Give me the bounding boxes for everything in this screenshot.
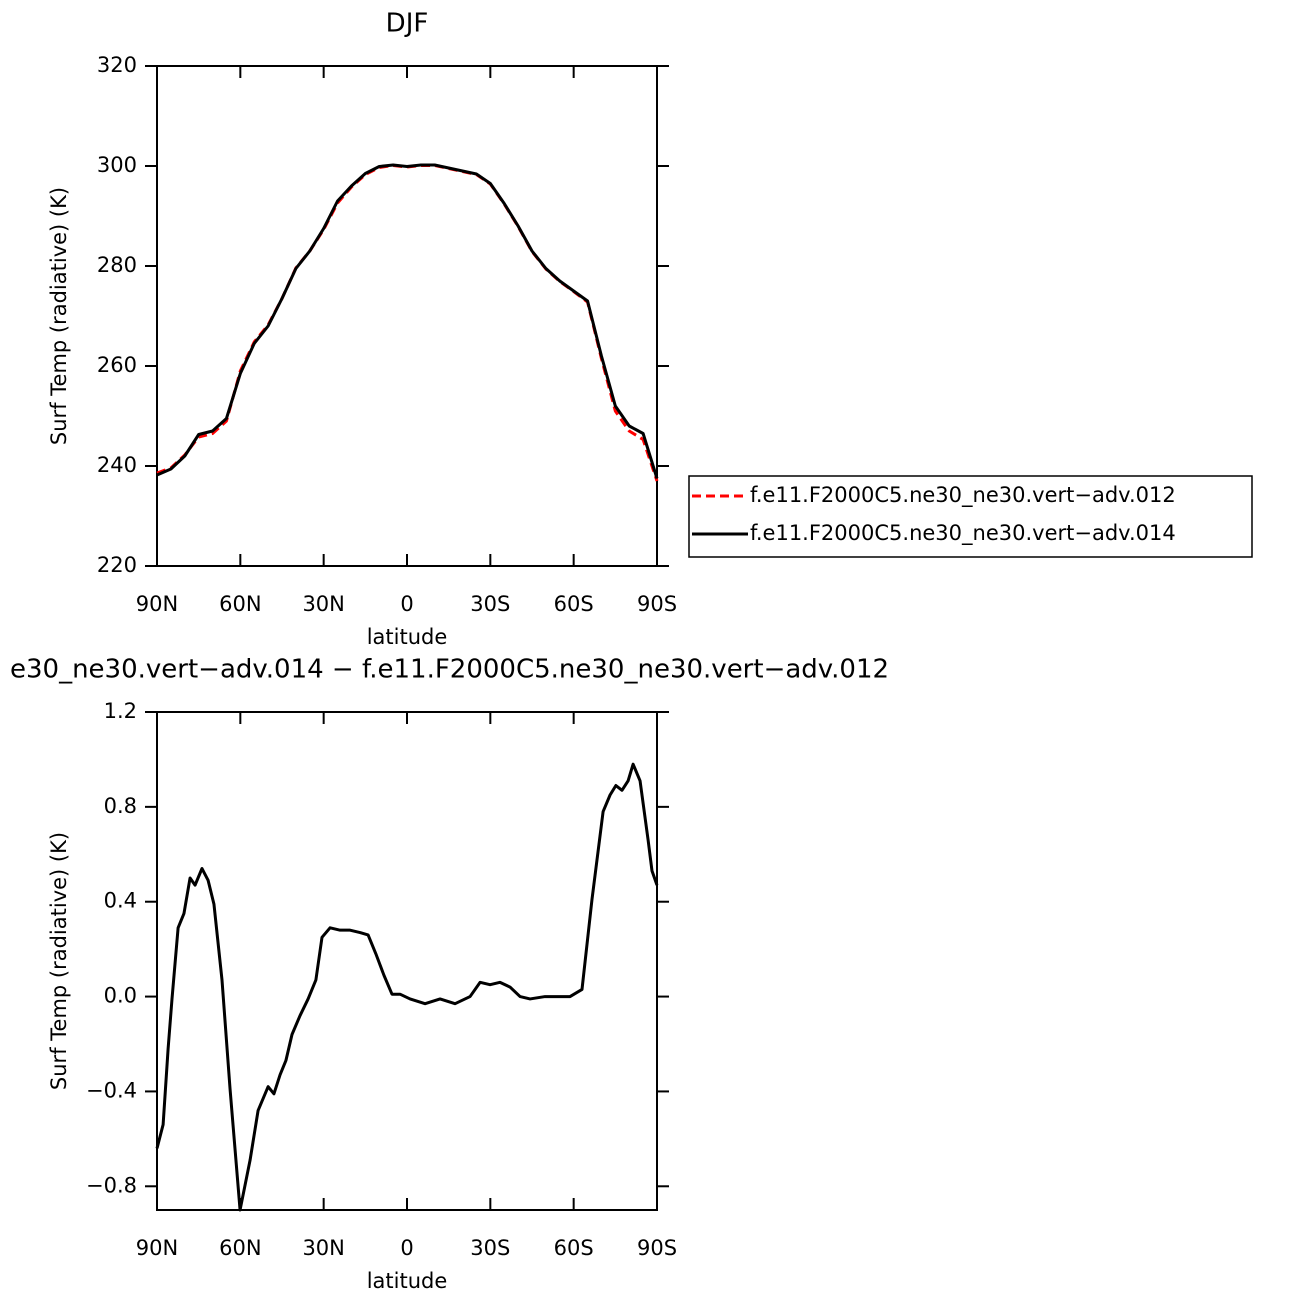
legend-label: f.e11.F2000C5.ne30_ne30.vert−adv.012 [750,483,1176,508]
x-tick-label: 30N [302,1236,344,1260]
data-line [156,163,659,479]
x-axis-label: latitude [367,625,448,649]
x-tick-label: 0 [400,592,413,616]
legend-box [688,475,1253,558]
y-axis-label: Surf Temp (radiative) (K) [47,832,71,1090]
plot-frame [156,65,658,567]
x-tick-label: 90S [637,1236,677,1260]
x-tick-label: 60S [554,1236,594,1260]
y-tick-label: 280 [97,253,137,277]
y-tick-label: −0.8 [86,1173,137,1197]
x-tick-label: 30S [470,592,510,616]
y-tick-label: 1.2 [104,699,137,723]
y-tick-label: −0.4 [86,1078,137,1102]
chart-title: DJF [386,9,429,39]
y-tick-label: 0.0 [104,984,137,1008]
x-tick-label: 60S [554,592,594,616]
y-tick-label: 220 [97,553,137,577]
data-line [155,762,659,1212]
x-tick-label: 30S [470,1236,510,1260]
x-tick-label: 90S [637,592,677,616]
x-axis-label: latitude [367,1269,448,1293]
chart-title: e30_ne30.vert−adv.014 − f.e11.F2000C5.ne… [10,655,889,685]
x-tick-label: 90N [136,592,178,616]
y-tick-label: 320 [97,53,137,77]
y-tick-label: 300 [97,153,137,177]
y-tick-label: 240 [97,453,137,477]
plot-frame [156,711,658,1211]
x-tick-label: 30N [302,592,344,616]
y-tick-label: 0.4 [104,889,137,913]
y-axis-label: Surf Temp (radiative) (K) [47,187,71,445]
x-tick-label: 90N [136,1236,178,1260]
legend-label: f.e11.F2000C5.ne30_ne30.vert−adv.014 [750,521,1176,546]
data-line [156,164,659,482]
x-tick-label: 60N [219,592,261,616]
y-tick-label: 0.8 [104,794,137,818]
y-tick-label: 260 [97,353,137,377]
x-tick-label: 60N [219,1236,261,1260]
x-tick-label: 0 [400,1236,413,1260]
